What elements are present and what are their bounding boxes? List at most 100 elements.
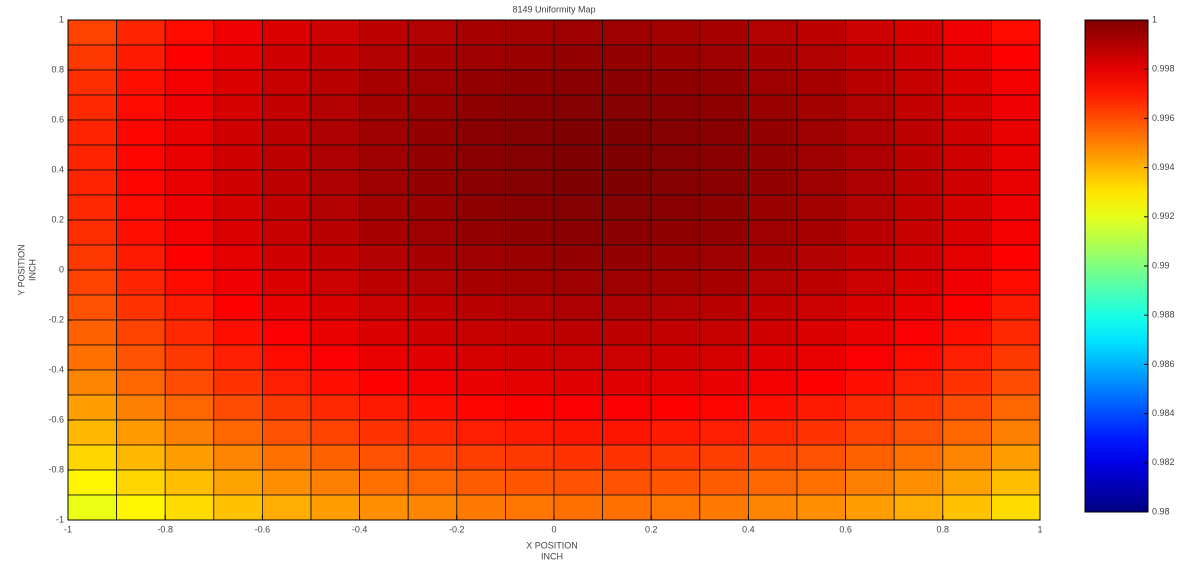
heatmap-cell [116, 419, 166, 446]
x-tick-label: 1 [1037, 524, 1042, 534]
heatmap-cell [359, 444, 409, 471]
heatmap-cell [650, 269, 701, 296]
heatmap-cell [67, 494, 117, 521]
heatmap-cell [553, 69, 603, 96]
heatmap-cell [991, 69, 1041, 96]
heatmap-cell [407, 219, 458, 246]
heatmap-cell [164, 344, 215, 371]
heatmap-cell [67, 94, 117, 121]
heatmap-cell [699, 369, 749, 396]
heatmap-cell [504, 219, 555, 246]
heatmap-cell [991, 369, 1041, 396]
heatmap-cell [602, 369, 652, 396]
heatmap-cell [602, 94, 652, 121]
heatmap-cell [602, 119, 652, 146]
heatmap-cell [553, 244, 603, 271]
heatmap-cell [164, 269, 215, 296]
heatmap-cell [845, 294, 895, 321]
x-axis-label: X POSITION [526, 540, 578, 550]
heatmap-cell [116, 169, 166, 196]
y-tick-label: 0.2 [51, 214, 64, 224]
heatmap-cell [650, 444, 701, 471]
heatmap-cell [553, 344, 603, 371]
heatmap-cell [553, 194, 603, 221]
heatmap-cell [748, 294, 798, 321]
heatmap-cell [213, 369, 263, 396]
heatmap-cell [942, 494, 992, 521]
heatmap-cell [893, 94, 944, 121]
heatmap-cell [991, 169, 1041, 196]
heatmap-cell [991, 94, 1041, 121]
heatmap-cell [407, 44, 458, 71]
heatmap-cell [456, 369, 506, 396]
heatmap-cell [213, 119, 263, 146]
heatmap-cell [67, 369, 117, 396]
heatmap-cell [893, 419, 944, 446]
heatmap-cell [748, 144, 798, 171]
heatmap-cell [893, 119, 944, 146]
heatmap-cell [699, 244, 749, 271]
heatmap-cell [359, 319, 409, 346]
heatmap-cell [650, 194, 701, 221]
heatmap-cell [456, 144, 506, 171]
heatmap-cell [310, 344, 360, 371]
heatmap-cell [553, 369, 603, 396]
heatmap-cell [796, 119, 846, 146]
heatmap-cell [650, 494, 701, 521]
heatmap-cell [504, 369, 555, 396]
heatmap-cell [310, 169, 360, 196]
heatmap-cell [261, 494, 312, 521]
heatmap-cell [699, 169, 749, 196]
heatmap-cell [991, 269, 1041, 296]
colorbar-tick-label: 0.996 [1152, 113, 1175, 123]
colorbar-tick-label: 0.982 [1152, 457, 1175, 467]
x-tick-label: -0.6 [255, 524, 271, 534]
heatmap-cell [359, 44, 409, 71]
heatmap-cell [359, 144, 409, 171]
heatmap-cell [602, 269, 652, 296]
heatmap-cell [991, 244, 1041, 271]
heatmap-cell [942, 169, 992, 196]
heatmap-cell [845, 69, 895, 96]
heatmap-cell [456, 219, 506, 246]
heatmap-cell [407, 469, 458, 496]
heatmap-cell [650, 94, 701, 121]
heatmap-cell [456, 444, 506, 471]
heatmap-cell [456, 294, 506, 321]
heatmap-cell [845, 94, 895, 121]
heatmap-cell [893, 194, 944, 221]
heatmap-cell [213, 244, 263, 271]
heatmap-cell [359, 394, 409, 421]
heatmap-cell [116, 194, 166, 221]
heatmap-cell [359, 19, 409, 46]
heatmap-cell [407, 244, 458, 271]
heatmap-cell [456, 269, 506, 296]
heatmap-cell [553, 119, 603, 146]
heatmap-cell [699, 319, 749, 346]
heatmap-cell [991, 44, 1041, 71]
heatmap-cell [893, 319, 944, 346]
heatmap-cell [796, 344, 846, 371]
heatmap-cell [602, 69, 652, 96]
heatmap-cell [407, 144, 458, 171]
heatmap-cell [845, 344, 895, 371]
x-tick-label: 0.8 [937, 524, 950, 534]
heatmap-cell [699, 494, 749, 521]
heatmap-cell [456, 44, 506, 71]
heatmap-cell [359, 469, 409, 496]
heatmap-cell [116, 294, 166, 321]
heatmap-cell [407, 19, 458, 46]
heatmap-cell [553, 269, 603, 296]
heatmap-cell [261, 244, 312, 271]
heatmap-cell [650, 19, 701, 46]
heatmap-cell [553, 294, 603, 321]
heatmap-cell [407, 394, 458, 421]
heatmap-cell [116, 44, 166, 71]
heatmap-cell [213, 319, 263, 346]
heatmap-cell [261, 294, 312, 321]
heatmap-cell [796, 244, 846, 271]
heatmap-cell [67, 319, 117, 346]
x-tick-label: -1 [64, 524, 72, 534]
heatmap-cell [650, 144, 701, 171]
